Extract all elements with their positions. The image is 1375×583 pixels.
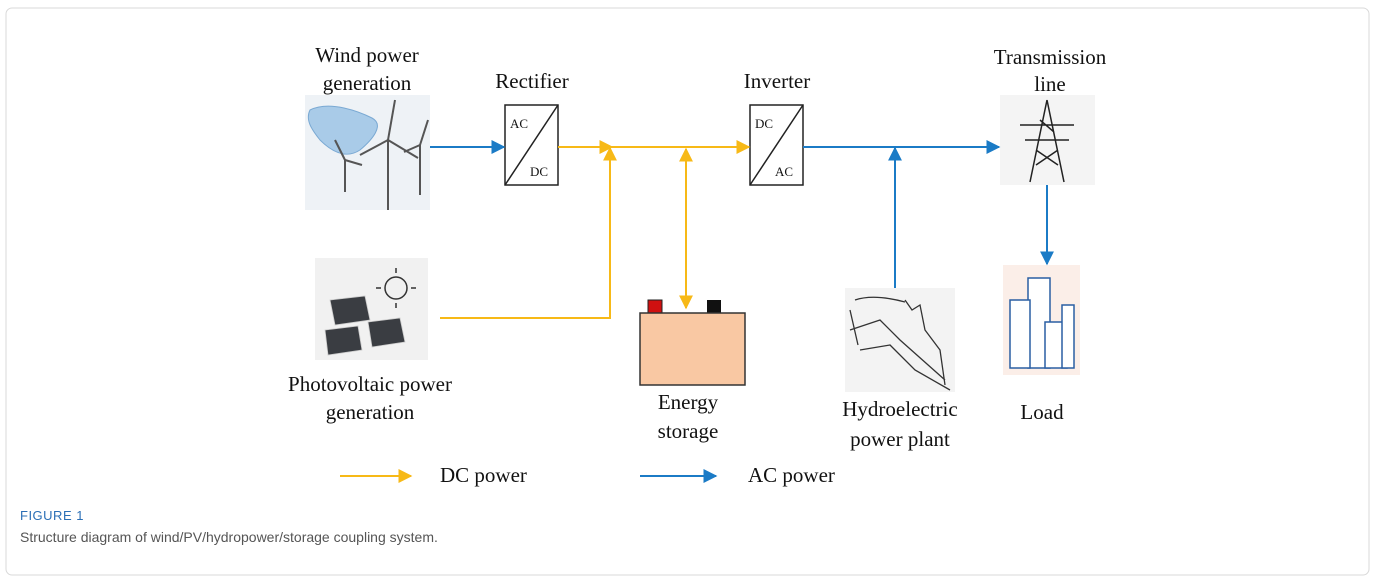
icon-part (325, 326, 362, 355)
node-label: generation (323, 71, 412, 95)
rectifier-box: AC DC (505, 105, 558, 185)
icon-part (368, 318, 405, 347)
icon-part (648, 300, 662, 313)
converter-output: AC (775, 164, 793, 179)
converter-label: Inverter (744, 69, 810, 93)
node-label: Transmission (994, 45, 1107, 69)
battery-icon (640, 300, 745, 385)
pv-icon (315, 258, 428, 360)
converter-input: AC (510, 116, 528, 131)
converter-output: DC (530, 164, 548, 179)
node-label: Energy (658, 390, 719, 414)
figure-label: FIGURE 1 (20, 508, 84, 523)
node-label: generation (326, 400, 415, 424)
converter-label: Rectifier (495, 69, 568, 93)
icon-part (1010, 300, 1030, 368)
wind-icon (305, 95, 430, 210)
tower-icon (1000, 95, 1095, 185)
icon-part (707, 300, 721, 313)
node-label: Load (1020, 400, 1064, 424)
figure-frame (6, 8, 1369, 575)
node-label: storage (658, 419, 719, 443)
figure-caption: Structure diagram of wind/PV/hydropower/… (20, 529, 438, 545)
node-label: Wind power (315, 43, 419, 67)
node-label: line (1034, 72, 1066, 96)
hydro-icon (845, 288, 955, 392)
legend-label: DC power (440, 463, 527, 487)
icon-part (330, 296, 370, 325)
legend-label: AC power (748, 463, 835, 487)
node-label: power plant (850, 427, 950, 451)
icon-part (1062, 305, 1074, 368)
icon-part (640, 313, 745, 385)
converter-input: DC (755, 116, 773, 131)
figure: AC DC DC AC Wind power generat (0, 0, 1375, 583)
load-icon (1003, 265, 1080, 375)
page: {"nodes": { "wind": {"label": ["Wind pow… (0, 0, 1375, 583)
node-label: Hydroelectric (842, 397, 957, 421)
node-label: Photovoltaic power (288, 372, 452, 396)
inverter-box: DC AC (750, 105, 803, 185)
